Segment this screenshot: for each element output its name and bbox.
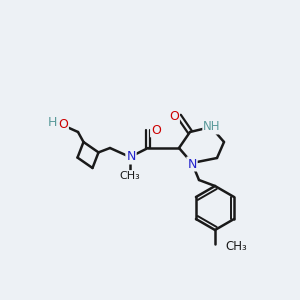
- Text: N: N: [126, 151, 136, 164]
- Text: CH₃: CH₃: [225, 241, 247, 254]
- Text: O: O: [58, 118, 68, 130]
- Text: O: O: [151, 124, 161, 136]
- Text: NH: NH: [203, 121, 221, 134]
- Text: N: N: [187, 158, 197, 170]
- Text: CH₃: CH₃: [120, 171, 140, 181]
- Text: H: H: [47, 116, 57, 128]
- Text: O: O: [169, 110, 179, 122]
